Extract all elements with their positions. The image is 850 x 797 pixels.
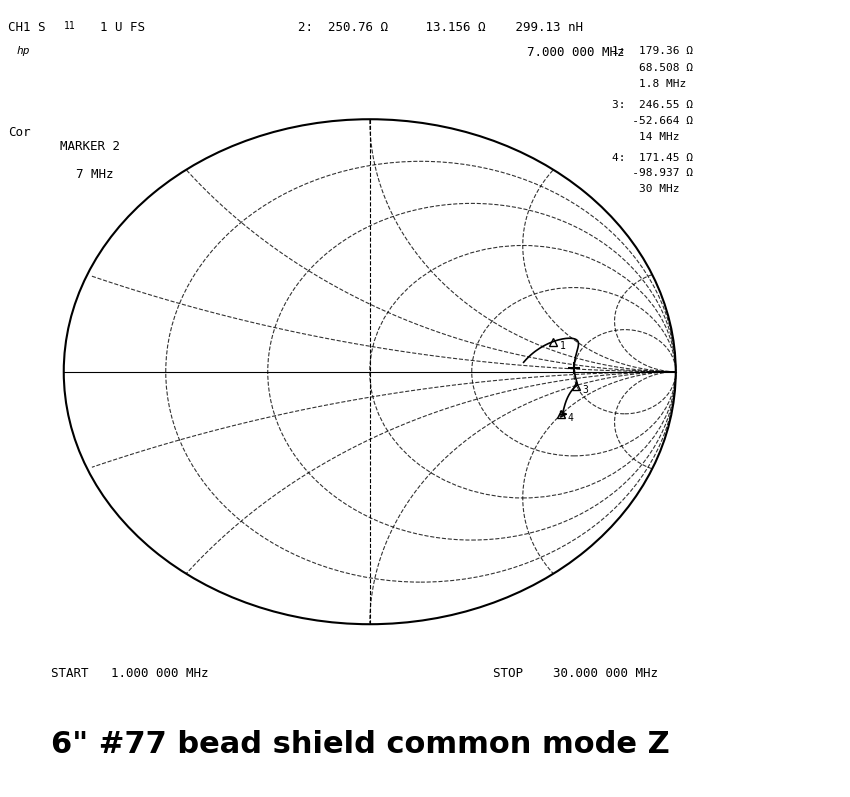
Text: 1.8 MHz: 1.8 MHz	[612, 79, 686, 88]
Text: 7 MHz: 7 MHz	[76, 168, 114, 182]
Text: 1: 1	[560, 340, 566, 351]
Text: 3: 3	[582, 386, 588, 395]
Text: 14 MHz: 14 MHz	[612, 132, 679, 142]
Text: STOP    30.000 000 MHz: STOP 30.000 000 MHz	[493, 667, 658, 681]
Text: MARKER 2: MARKER 2	[60, 140, 120, 153]
Text: 3:  246.55 Ω: 3: 246.55 Ω	[612, 100, 693, 110]
Text: Cor: Cor	[8, 126, 31, 139]
Text: -98.937 Ω: -98.937 Ω	[612, 168, 693, 179]
Text: 4: 4	[567, 413, 573, 423]
Text: START   1.000 000 MHz: START 1.000 000 MHz	[51, 667, 208, 681]
Text: hp: hp	[17, 45, 31, 56]
Text: 4:  171.45 Ω: 4: 171.45 Ω	[612, 153, 693, 163]
Text: 1:  179.36 Ω: 1: 179.36 Ω	[612, 45, 693, 56]
Text: CH1 S: CH1 S	[8, 21, 46, 34]
Text: 6" #77 bead shield common mode Z: 6" #77 bead shield common mode Z	[51, 730, 670, 759]
Text: 11: 11	[64, 21, 76, 31]
Text: 68.508 Ω: 68.508 Ω	[612, 63, 693, 73]
Text: 7.000 000 MHz: 7.000 000 MHz	[527, 45, 625, 59]
Text: -52.664 Ω: -52.664 Ω	[612, 116, 693, 126]
Text: 2:  250.76 Ω     13.156 Ω    299.13 nH: 2: 250.76 Ω 13.156 Ω 299.13 nH	[298, 21, 582, 34]
Text: 30 MHz: 30 MHz	[612, 184, 679, 194]
Text: 1 U FS: 1 U FS	[85, 21, 145, 34]
